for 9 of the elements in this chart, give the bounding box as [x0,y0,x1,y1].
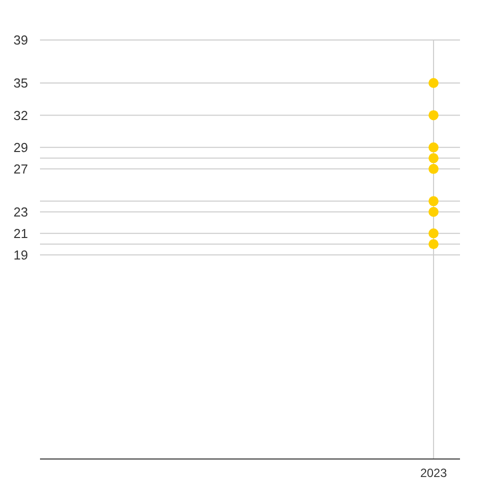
y-tick-label: 19 [14,247,28,262]
y-tick-label: 35 [14,76,28,91]
y-tick-label: 27 [14,161,28,176]
y-tick-label: 29 [14,140,28,155]
y-tick-label: 39 [14,32,28,48]
y-tick-label: 21 [14,226,28,241]
x-tick-label: 2023 [420,466,448,480]
y-tick-label: 32 [14,108,28,123]
y-tick-label: 23 [14,204,28,220]
